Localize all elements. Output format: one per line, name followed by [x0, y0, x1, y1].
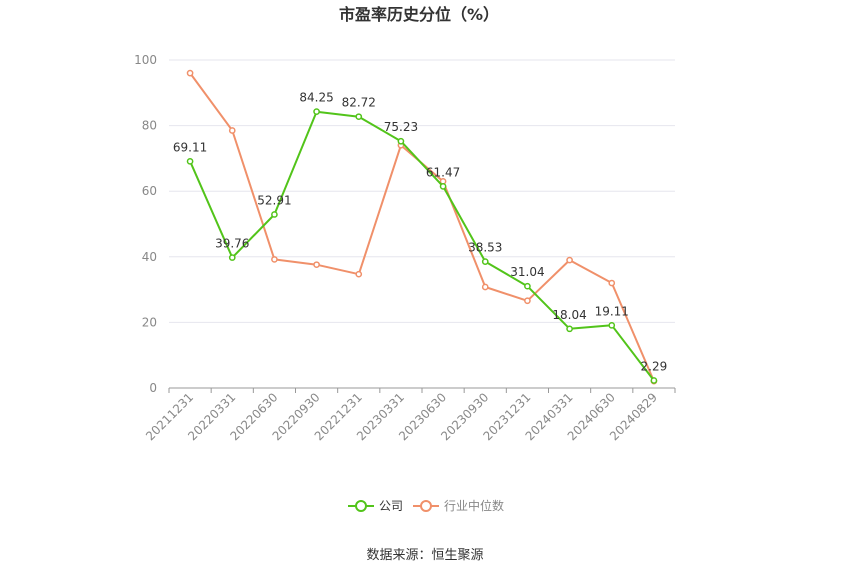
data-label-company: 69.11 — [173, 140, 207, 154]
data-label-company: 75.23 — [384, 120, 418, 134]
data-point-company[interactable] — [228, 254, 236, 261]
data-label-company: 38.53 — [468, 241, 502, 255]
legend-company-marker — [355, 500, 367, 512]
data-point-industry-median[interactable] — [355, 270, 363, 278]
data-point-industry-median[interactable] — [186, 69, 194, 77]
source-note: 数据来源：恒生聚源 — [366, 548, 483, 563]
data-point-industry-median[interactable] — [271, 256, 278, 263]
y-tick-label: 80 — [142, 119, 157, 133]
y-axis: 0 20 40 60 80 100 — [134, 53, 157, 395]
data-label-company: 84.25 — [299, 91, 333, 105]
data-label-company: 39.76 — [215, 237, 249, 251]
grid — [169, 59, 675, 323]
legend-company-label: 公司 — [379, 499, 403, 513]
data-point-company[interactable] — [313, 108, 320, 116]
legend-industry-marker — [420, 500, 432, 512]
data-point-company[interactable] — [439, 183, 447, 190]
x-axis: 2021123120220331202206302022093020221231… — [143, 387, 676, 443]
y-tick-label: 60 — [142, 184, 157, 198]
data-point-company[interactable] — [524, 282, 531, 290]
legend-industry-label: 行业中位数 — [444, 498, 504, 513]
y-tick-label: 0 — [149, 381, 157, 395]
data-labels: 69.11 39.76 52.91 84.25 82.72 75.23 61.47 38.53… — [173, 91, 667, 374]
y-tick-label: 20 — [142, 315, 157, 329]
legend[interactable]: 公司 行业中位数 — [348, 498, 504, 513]
data-point-company[interactable] — [355, 113, 363, 121]
data-label-company: 18.04 — [552, 308, 586, 322]
data-point-company[interactable] — [397, 137, 405, 145]
data-point-company[interactable] — [650, 377, 658, 384]
series-line-industry-median — [189, 72, 655, 382]
data-point-company[interactable] — [481, 258, 489, 265]
data-label-company: 82.72 — [342, 96, 376, 110]
data-point-industry-median[interactable] — [313, 261, 320, 269]
data-point-industry-median[interactable] — [566, 256, 573, 264]
data-point-company[interactable] — [566, 325, 573, 333]
data-point-industry-median[interactable] — [524, 297, 531, 305]
data-point-company[interactable] — [271, 211, 278, 218]
legend-item-company[interactable]: 公司 — [348, 499, 403, 513]
data-point-industry-median[interactable] — [481, 283, 489, 291]
y-tick-label: 100 — [134, 53, 157, 67]
data-label-company: 52.91 — [257, 193, 291, 207]
y-tick-label: 40 — [142, 250, 157, 264]
data-label-company: 2.29 — [641, 359, 668, 373]
data-point-company[interactable] — [608, 321, 616, 329]
data-label-company: 61.47 — [426, 165, 460, 179]
legend-item-industry-median[interactable]: 行业中位数 — [413, 498, 504, 513]
chart-title: 市盈率历史分位（%） — [339, 5, 499, 24]
data-label-company: 19.11 — [595, 304, 629, 318]
data-point-industry-median[interactable] — [608, 279, 616, 287]
data-point-industry-median[interactable] — [228, 127, 236, 134]
series-layer — [186, 69, 658, 385]
data-point-company[interactable] — [186, 157, 194, 165]
data-label-company: 31.04 — [510, 265, 544, 279]
series-line-company — [189, 110, 655, 382]
